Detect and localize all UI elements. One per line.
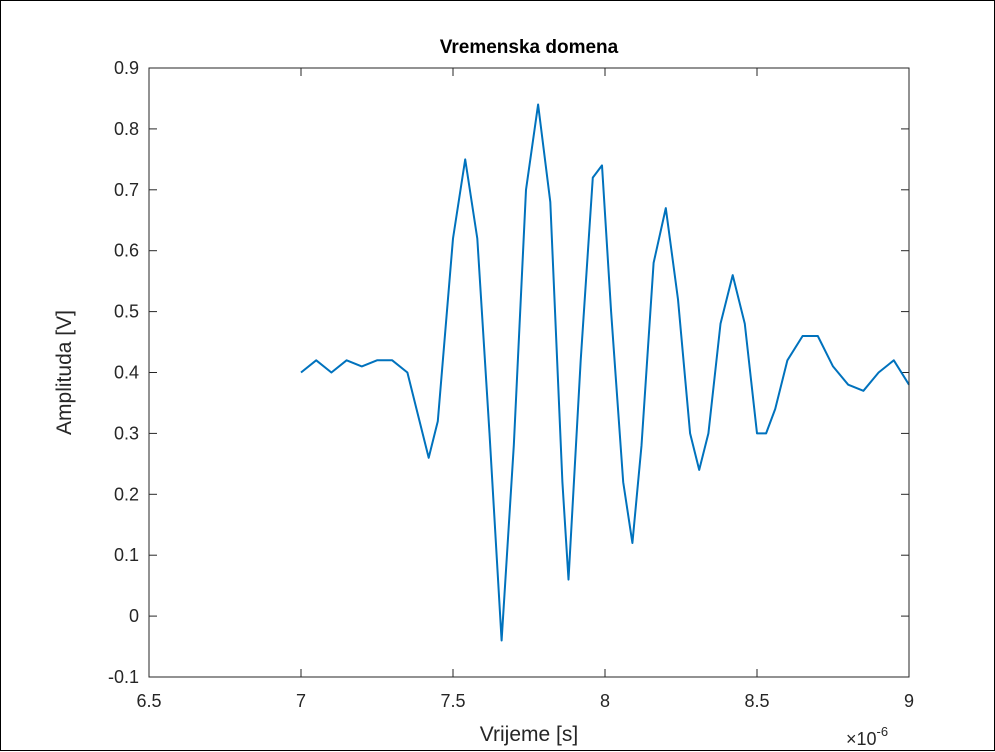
y-tick-label: 0.4: [114, 363, 139, 383]
y-tick-label: 0.8: [114, 119, 139, 139]
ticks-layer: 6.5 7 7.5 8 8.5 9 -0.1 0 0.1 0.2 0.3 0.4 0.5 0.6 0.7 0.…: [108, 58, 914, 711]
y-tick-label: 0.9: [114, 58, 139, 78]
plot-area-border: [148, 67, 910, 678]
y-tick-label: 0: [129, 606, 139, 626]
y-axis-title: Amplituda [V]: [53, 310, 76, 435]
y-tick-label: 0.5: [114, 302, 139, 322]
series-layer: [300, 103, 910, 642]
x-axis-title: Vrijeme [s]: [480, 723, 578, 746]
x-axis-multiplier: ×10-6: [846, 724, 888, 749]
y-tick-label: 0.2: [114, 484, 139, 504]
y-tick-label: 0.7: [114, 180, 139, 200]
y-tick-label: -0.1: [108, 667, 139, 687]
x-tick-label: 7.5: [440, 691, 465, 711]
x-tick-label: 8.5: [744, 691, 769, 711]
x-tick-label: 6.5: [136, 691, 161, 711]
series-line-0: [300, 103, 910, 642]
y-tick-label: 0.6: [114, 241, 139, 261]
x-axis-multiplier-exponent: -6: [877, 724, 889, 739]
x-axis-multiplier-base: ×10: [846, 729, 877, 749]
x-tick-label: 9: [904, 691, 914, 711]
x-tick-label: 7: [296, 691, 306, 711]
chart-title: Vremenska domena: [440, 37, 619, 58]
y-tick-label: 0.1: [114, 545, 139, 565]
x-tick-label: 8: [600, 691, 610, 711]
y-tick-label: 0.3: [114, 423, 139, 443]
